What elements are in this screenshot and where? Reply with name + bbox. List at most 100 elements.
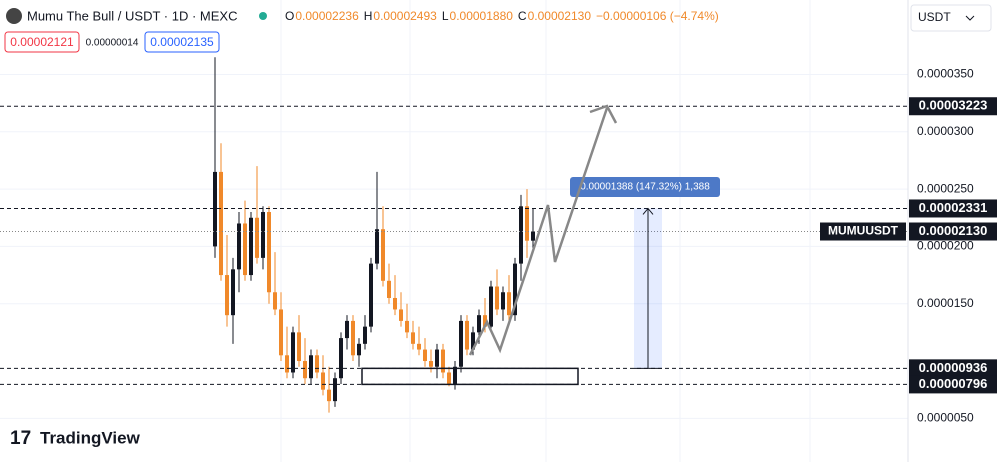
candle-body [225, 275, 229, 316]
candle-body [417, 343, 421, 350]
candle-body [309, 355, 313, 379]
candle-body [219, 171, 223, 276]
projection-arrowhead [589, 104, 618, 124]
symbol-tag-box [820, 222, 906, 241]
candle-body [231, 269, 235, 316]
candle-body [483, 315, 487, 327]
level-label: 0.00000936 [919, 360, 988, 375]
candle-body [501, 292, 505, 310]
last-price-label-box [909, 222, 997, 241]
candle-body [339, 338, 343, 379]
bid-box[interactable] [4, 31, 80, 53]
level-label: 0.00003223 [919, 98, 988, 113]
candle-body [291, 332, 295, 373]
candle-body [429, 361, 433, 367]
candle-body [297, 332, 301, 362]
candle-body [471, 332, 475, 350]
level-label: 0.00000796 [919, 376, 988, 391]
candle-body [465, 320, 469, 350]
candle-body [411, 332, 415, 344]
ask-box[interactable] [144, 31, 220, 53]
level-label-box [909, 375, 997, 394]
candle-body [525, 206, 529, 241]
bid[interactable]: 0.00002121 [10, 35, 74, 49]
ohlc-key: C [518, 9, 527, 23]
candle-body [243, 223, 247, 276]
price-axis: 0.0000050 0.0000150 0.0000200 0.0000250 0.00… [820, 67, 997, 424]
candle-body [531, 231, 535, 241]
candle-body [249, 217, 253, 276]
dropdown-caret [965, 15, 975, 21]
candle-body [213, 171, 217, 247]
candle-body [399, 309, 403, 321]
y-tick-label: 0.0000050 [917, 410, 974, 424]
candle-body [447, 372, 451, 384]
candle-body [279, 309, 283, 356]
y-tick-label: 0.0000300 [917, 124, 974, 138]
zone-box [361, 367, 579, 386]
symbol-icon [6, 8, 22, 24]
candle-body [345, 320, 349, 339]
candle-body [321, 372, 325, 390]
currency-select[interactable] [910, 4, 992, 32]
y-tick-label: 0.0000150 [917, 296, 974, 310]
candle-body [333, 378, 337, 402]
measure-arrowhead [642, 207, 654, 215]
last-price-label: 0.00002130 [919, 223, 988, 238]
ohlc-key: L [442, 9, 449, 23]
ohlc-key: O [285, 9, 294, 23]
candle-body [453, 366, 457, 384]
candle-body [507, 292, 511, 316]
currency[interactable]: USDT [918, 10, 951, 24]
plot: 0.00001388 (147.32%) 1,388 [0, 57, 908, 419]
candle-body [261, 212, 265, 258]
symbol-tag: MUMUUSDT [828, 224, 899, 238]
candle-body [327, 389, 331, 402]
candle-body [369, 263, 373, 327]
measure-label: 0.00001388 (147.32%) 1,388 [580, 182, 710, 193]
candle-body [405, 320, 409, 333]
candle-body [267, 212, 271, 293]
candle-body [237, 223, 241, 270]
ohlc-value: 0.00001880 [450, 9, 514, 23]
measure-label-box [570, 177, 720, 197]
candle-body [363, 326, 367, 344]
candle-body [381, 229, 385, 281]
candle-body [273, 292, 277, 310]
candle-body [387, 280, 391, 298]
level-label-box [909, 359, 997, 378]
market-status [259, 12, 267, 20]
projection-path [468, 107, 609, 356]
y-tick-label: 0.0000350 [917, 67, 974, 81]
level-label: 0.00002331 [919, 200, 988, 215]
candle-body [459, 320, 463, 367]
brand: TradingView [40, 428, 141, 447]
ohlc: O 0.00002236 H 0.00002493 L 0.00001880 C 0.0000… [285, 9, 591, 23]
candle-body [375, 229, 379, 264]
candle-body [441, 349, 445, 373]
symbol-title: Mumu The Bull / USDT · 1D · MEXC [27, 8, 237, 23]
candle-body [357, 343, 361, 356]
candle-body [495, 286, 499, 310]
candle-body [351, 320, 355, 356]
ohlc-value: 0.00002236 [295, 9, 359, 23]
ohlc-value: 0.00002493 [373, 9, 437, 23]
logo-mark: 17 [10, 428, 31, 449]
ohlc-value: 0.00002130 [528, 9, 592, 23]
candle-body [303, 361, 307, 379]
candle-body [519, 206, 523, 264]
y-tick-label: 0.0000200 [917, 239, 974, 253]
candle-body [423, 349, 427, 362]
candle-body [435, 349, 439, 367]
y-tick-label: 0.0000250 [917, 181, 974, 195]
level-label-box [909, 199, 997, 218]
candle-body [489, 286, 493, 327]
candle-body [477, 315, 481, 333]
candle-body [513, 263, 517, 316]
candle-body [285, 355, 289, 373]
ohlc-key: H [364, 9, 373, 23]
change: −0.00000106 (−4.74%) [596, 9, 719, 23]
candle-body [393, 297, 397, 310]
ask[interactable]: 0.00002135 [150, 35, 214, 49]
